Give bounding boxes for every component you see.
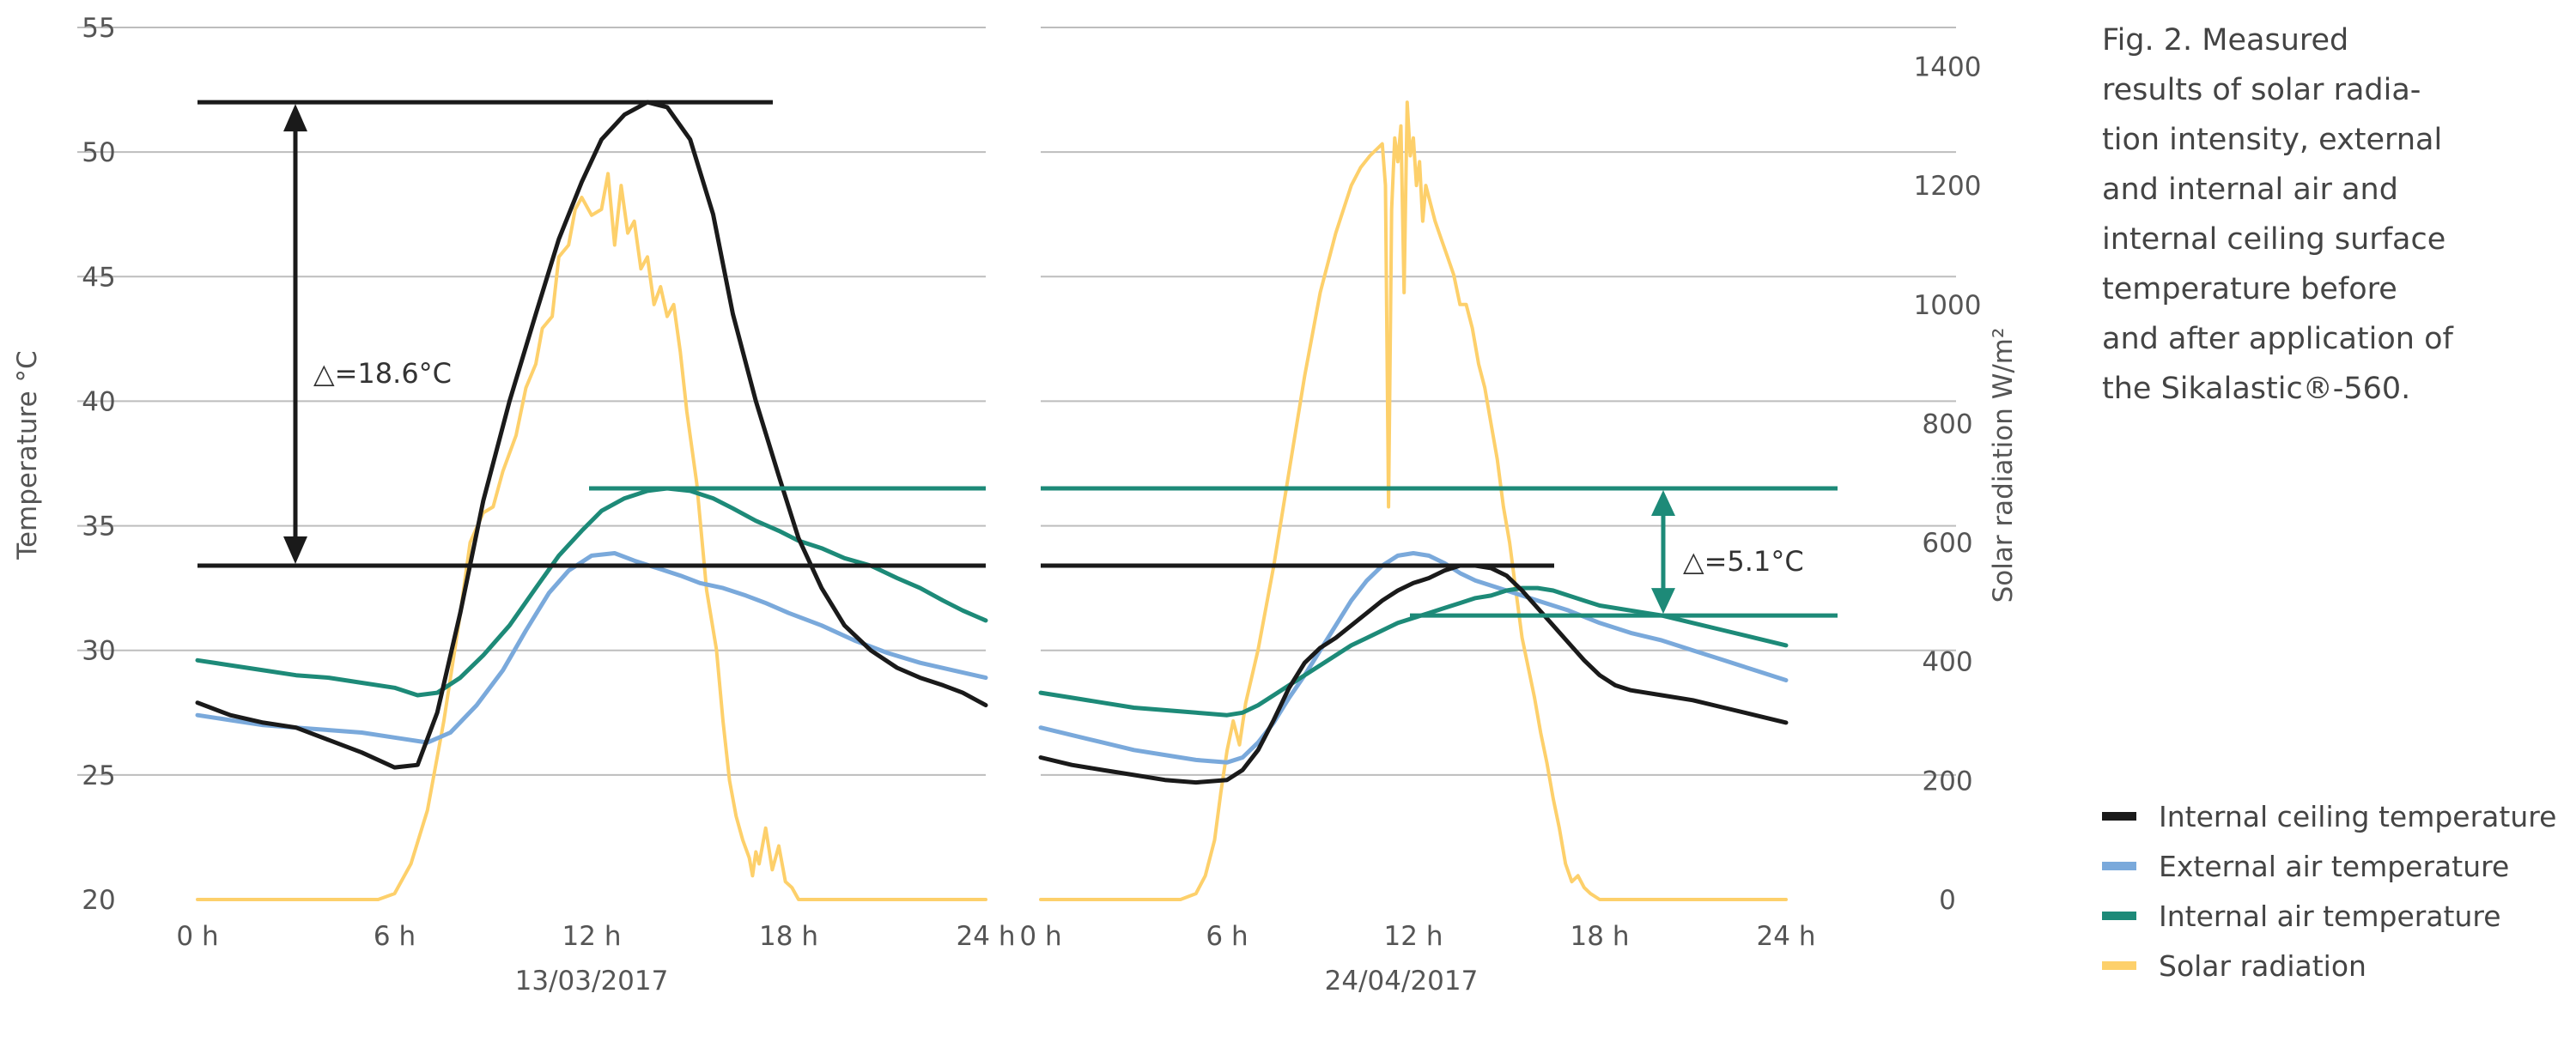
caption-line: the Sikalastic®-560. <box>2102 372 2411 406</box>
y-tick-label: 40 <box>82 386 115 417</box>
y-tick-label: 55 <box>82 13 115 44</box>
panel1-delta-label: △=18.6°C <box>313 357 452 390</box>
panel2-date: 24/04/2017 <box>1325 966 1479 997</box>
legend-item: Internal air temperature <box>2102 891 2556 941</box>
x-tick-label: 24 h <box>1757 921 1816 952</box>
arrow-up-icon <box>1651 490 1675 517</box>
legend-swatch <box>2102 912 2136 920</box>
series <box>195 100 1789 901</box>
caption-line: results of solar radia- <box>2102 73 2421 107</box>
x-tick-label: 18 h <box>1571 921 1630 952</box>
legend-label: Solar radiation <box>2159 948 2366 983</box>
y2-tick-label: 200 <box>1922 766 1972 797</box>
y-tick-label: 25 <box>82 760 115 791</box>
series-line-external-air-temperature <box>195 551 988 745</box>
y2-tick-label: 400 <box>1922 647 1972 678</box>
y-tick-label: 30 <box>82 636 115 667</box>
legend-label: Internal ceiling temperature <box>2159 799 2557 833</box>
y2-tick-label: 1200 <box>1914 171 1982 202</box>
annotations <box>197 100 1838 618</box>
y-axis-title: Temperature °C <box>12 350 43 560</box>
legend-swatch <box>2102 862 2136 870</box>
y2-tick-label: 800 <box>1922 409 1972 439</box>
x-tick-label: 0 h <box>1019 921 1061 952</box>
arrow-down-icon <box>1651 588 1675 615</box>
series-line-internal-ceiling-temperature <box>1038 563 1789 785</box>
legend: Internal ceiling temperature External ai… <box>2102 791 2556 991</box>
x-tick-label: 24 h <box>957 921 1016 952</box>
grid <box>77 27 1956 776</box>
caption-line: and internal air and <box>2102 173 2398 207</box>
y-tick-label: 20 <box>82 885 115 916</box>
legend-item: Solar radiation <box>2102 941 2556 991</box>
x-tick-label: 12 h <box>1384 921 1443 952</box>
tick-labels: 55 50 45 40 35 30 25 20 1400 1200 1000 800 600 400 200… <box>82 13 1981 952</box>
x-tick-label: 12 h <box>562 921 622 952</box>
series-line-internal-ceiling-temperature <box>195 100 988 770</box>
y-tick-label: 50 <box>82 137 115 168</box>
y-tick-label: 45 <box>82 262 115 293</box>
series-line-solar-radiation <box>196 172 987 901</box>
arrow-down-icon <box>283 536 307 565</box>
y2-axis-title: Solar radiation W/m² <box>1988 328 2019 603</box>
legend-label: Internal air temperature <box>2159 899 2501 933</box>
panel2-delta-label: △=5.1°C <box>1683 545 1804 578</box>
caption-line: Fig. 2. Measured <box>2102 23 2349 58</box>
x-tick-label: 6 h <box>374 921 416 952</box>
series-line-internal-air-temperature <box>1038 585 1789 718</box>
series-line-solar-radiation <box>1039 100 1788 901</box>
legend-swatch <box>2102 961 2136 970</box>
legend-item: Internal ceiling temperature <box>2102 791 2556 841</box>
caption-line: tion intensity, external <box>2102 123 2443 157</box>
caption-line: temperature before <box>2102 272 2397 306</box>
arrow-up-icon <box>283 104 307 132</box>
x-tick-label: 6 h <box>1206 921 1248 952</box>
legend-swatch <box>2102 812 2136 821</box>
y-tick-label: 35 <box>82 512 115 542</box>
y2-tick-label: 0 <box>1939 885 1956 916</box>
x-tick-label: 18 h <box>759 921 818 952</box>
caption-line: internal ceiling surface <box>2102 222 2446 257</box>
figure-caption: Fig. 2. Measured results of solar radia-… <box>2102 15 2549 414</box>
x-tick-label: 0 h <box>176 921 218 952</box>
y2-tick-label: 600 <box>1922 528 1972 559</box>
y2-tick-label: 1400 <box>1914 52 1982 83</box>
y2-tick-label: 1000 <box>1914 290 1982 321</box>
legend-label: External air temperature <box>2159 849 2510 883</box>
series-line-internal-air-temperature <box>195 486 988 698</box>
legend-item: External air temperature <box>2102 841 2556 891</box>
caption-line: and after application of <box>2102 322 2453 356</box>
panel1-date: 13/03/2017 <box>515 966 669 997</box>
